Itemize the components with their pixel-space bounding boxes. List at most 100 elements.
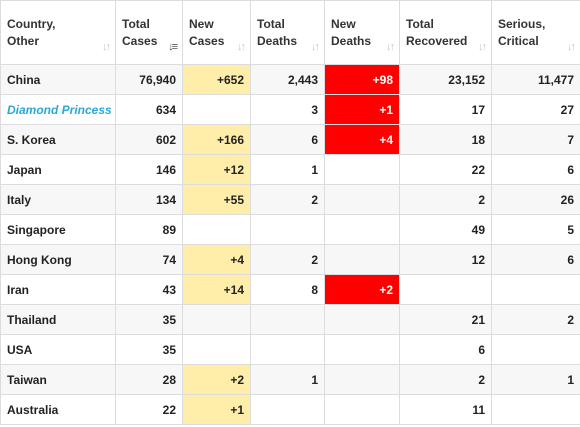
col-header-new-deaths[interactable]: New Deaths ↓↑ — [324, 0, 400, 65]
cell-total-deaths: 8 — [250, 274, 325, 305]
cell-serious-critical: 6 — [491, 244, 580, 275]
cell-total-cases: 22 — [115, 394, 183, 425]
col-header-total-deaths[interactable]: Total Deaths ↓↑ — [250, 0, 325, 65]
cell-total-recovered: 2 — [399, 184, 492, 215]
table-body: China 76,940 +652 2,443 +98 23,152 11,47… — [0, 64, 580, 425]
sort-icon[interactable]: ↓↑ — [311, 41, 320, 53]
cell-total-recovered: 23,152 — [399, 64, 492, 95]
cell-total-recovered: 22 — [399, 154, 492, 185]
col-header-label: Total Cases — [122, 16, 158, 48]
cell-new-deaths — [324, 214, 400, 245]
cell-total-deaths — [250, 304, 325, 335]
table-row: Iran 43 +14 8 +2 — [0, 274, 580, 305]
cell-new-cases: +55 — [182, 184, 251, 215]
col-header-new-cases[interactable]: New Cases ↓↑ — [182, 0, 251, 65]
cell-total-deaths: 6 — [250, 124, 325, 155]
cell-country: Australia — [0, 394, 116, 425]
cell-total-recovered: 21 — [399, 304, 492, 335]
cell-new-deaths — [324, 364, 400, 395]
cell-total-deaths: 1 — [250, 154, 325, 185]
cell-new-deaths — [324, 394, 400, 425]
cell-total-deaths: 1 — [250, 364, 325, 395]
sort-desc-icon[interactable]: ↓≡ — [168, 41, 178, 53]
cell-new-deaths — [324, 304, 400, 335]
sort-icon[interactable]: ↓↑ — [102, 41, 111, 53]
col-header-label: Country, Other — [7, 16, 56, 48]
col-header-total-cases[interactable]: Total Cases ↓≡ — [115, 0, 183, 65]
table-row: S. Korea 602 +166 6 +4 18 7 — [0, 124, 580, 155]
sort-icon[interactable]: ↓↑ — [567, 41, 576, 53]
cell-country: Taiwan — [0, 364, 116, 395]
table-row: Thailand 35 21 2 — [0, 304, 580, 335]
sort-icon[interactable]: ↓↑ — [478, 41, 487, 53]
cell-serious-critical: 27 — [491, 94, 580, 125]
cell-total-cases: 634 — [115, 94, 183, 125]
cell-total-deaths — [250, 394, 325, 425]
table-row: Australia 22 +1 11 — [0, 394, 580, 425]
cell-total-recovered: 2 — [399, 364, 492, 395]
col-header-label: Total Deaths — [257, 16, 298, 48]
col-header-country[interactable]: Country, Other ↓↑ — [0, 0, 116, 65]
table-row: Italy 134 +55 2 2 26 — [0, 184, 580, 215]
cell-total-deaths — [250, 334, 325, 365]
col-header-serious-critical[interactable]: Serious, Critical ↓↑ — [491, 0, 580, 65]
col-header-label: New Cases — [189, 16, 225, 48]
cell-serious-critical — [491, 334, 580, 365]
cell-total-deaths: 2,443 — [250, 64, 325, 95]
cell-total-recovered: 12 — [399, 244, 492, 275]
cell-new-cases: +4 — [182, 244, 251, 275]
cell-country: Italy — [0, 184, 116, 215]
table-row: USA 35 6 — [0, 334, 580, 365]
cell-total-cases: 89 — [115, 214, 183, 245]
cell-total-recovered — [399, 274, 492, 305]
cell-country: Hong Kong — [0, 244, 116, 275]
cell-country-link[interactable]: Diamond Princess — [0, 94, 116, 125]
table-row: Diamond Princess 634 3 +1 17 27 — [0, 94, 580, 125]
cell-serious-critical: 11,477 — [491, 64, 580, 95]
col-header-label: Serious, Critical — [498, 16, 546, 48]
cell-new-deaths: +1 — [324, 94, 400, 125]
table-header-row: Country, Other ↓↑ Total Cases ↓≡ New Cases … — [0, 0, 580, 65]
cell-country: China — [0, 64, 116, 95]
cell-total-cases: 43 — [115, 274, 183, 305]
cell-country: USA — [0, 334, 116, 365]
cell-serious-critical: 2 — [491, 304, 580, 335]
col-header-label: New Deaths — [331, 16, 372, 48]
cell-total-cases: 35 — [115, 334, 183, 365]
cell-new-cases — [182, 94, 251, 125]
sort-icon[interactable]: ↓↑ — [237, 41, 246, 53]
cell-total-cases: 602 — [115, 124, 183, 155]
cell-country: Iran — [0, 274, 116, 305]
cell-new-cases: +1 — [182, 394, 251, 425]
cell-total-cases: 76,940 — [115, 64, 183, 95]
cell-new-cases — [182, 304, 251, 335]
cell-serious-critical: 26 — [491, 184, 580, 215]
cell-serious-critical — [491, 274, 580, 305]
cell-new-cases: +652 — [182, 64, 251, 95]
cell-total-cases: 28 — [115, 364, 183, 395]
cell-serious-critical: 7 — [491, 124, 580, 155]
col-header-label: Total Recovered — [406, 16, 468, 48]
cell-total-recovered: 18 — [399, 124, 492, 155]
table-row: Hong Kong 74 +4 2 12 6 — [0, 244, 580, 275]
cell-country: S. Korea — [0, 124, 116, 155]
table-row: China 76,940 +652 2,443 +98 23,152 11,47… — [0, 64, 580, 95]
cell-new-cases: +12 — [182, 154, 251, 185]
col-header-total-recovered[interactable]: Total Recovered ↓↑ — [399, 0, 492, 65]
table-row: Singapore 89 49 5 — [0, 214, 580, 245]
cell-serious-critical: 6 — [491, 154, 580, 185]
cell-new-deaths — [324, 244, 400, 275]
cell-serious-critical: 1 — [491, 364, 580, 395]
cell-new-deaths: +4 — [324, 124, 400, 155]
cell-new-deaths — [324, 334, 400, 365]
cell-new-cases: +2 — [182, 364, 251, 395]
cell-serious-critical: 5 — [491, 214, 580, 245]
cell-new-deaths: +2 — [324, 274, 400, 305]
sort-icon[interactable]: ↓↑ — [386, 41, 395, 53]
cell-total-deaths: 2 — [250, 244, 325, 275]
cell-total-recovered: 11 — [399, 394, 492, 425]
cell-total-deaths — [250, 214, 325, 245]
cell-new-cases — [182, 214, 251, 245]
cell-total-recovered: 17 — [399, 94, 492, 125]
